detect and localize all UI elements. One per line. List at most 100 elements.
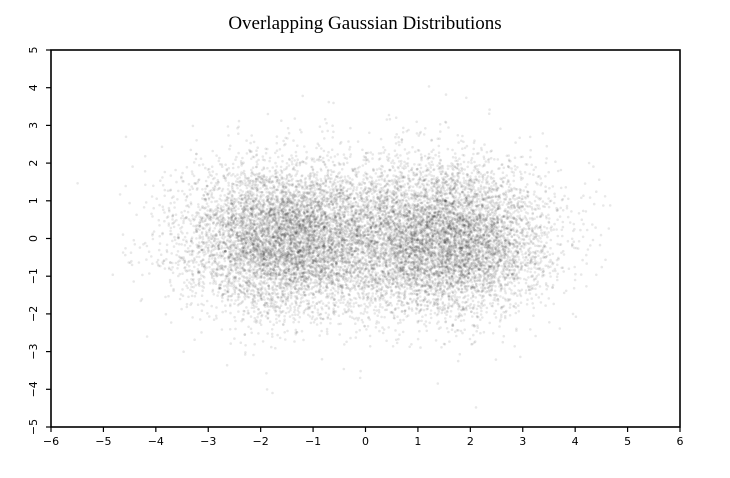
- scatter-point: [330, 295, 334, 298]
- scatter-point: [221, 213, 225, 216]
- scatter-point: [239, 341, 243, 345]
- scatter-point: [164, 295, 167, 299]
- scatter-point: [244, 256, 248, 260]
- scatter-point: [270, 345, 273, 349]
- scatter-point: [212, 248, 216, 251]
- scatter-point: [256, 287, 260, 291]
- scatter-point: [219, 251, 222, 255]
- scatter-point: [315, 173, 319, 177]
- scatter-point: [311, 168, 315, 172]
- scatter-point: [274, 304, 277, 307]
- scatter-point: [352, 302, 356, 305]
- scatter-point: [267, 202, 271, 205]
- scatter-point: [331, 255, 334, 259]
- scatter-point: [363, 287, 366, 290]
- scatter-point: [265, 388, 269, 391]
- scatter-point: [275, 165, 279, 168]
- scatter-point: [161, 183, 165, 187]
- scatter-point: [171, 266, 174, 269]
- scatter-point: [267, 221, 270, 225]
- scatter-point: [294, 214, 297, 217]
- scatter-point: [407, 275, 411, 278]
- scatter-point: [260, 314, 263, 318]
- scatter-point: [243, 179, 246, 182]
- scatter-point: [219, 287, 222, 290]
- scatter-point: [308, 263, 311, 267]
- scatter-point: [188, 281, 191, 284]
- scatter-point: [170, 196, 174, 200]
- scatter-point: [249, 208, 253, 211]
- scatter-point: [253, 260, 257, 264]
- scatter-point: [388, 281, 392, 284]
- scatter-point: [305, 265, 309, 268]
- scatter-point: [278, 286, 281, 289]
- scatter-point: [285, 231, 289, 235]
- scatter-point: [329, 169, 333, 172]
- scatter-point: [319, 223, 323, 226]
- scatter-point: [230, 234, 233, 237]
- scatter-point: [308, 315, 312, 318]
- scatter-point: [341, 223, 344, 227]
- scatter-point: [185, 165, 189, 169]
- scatter-point: [279, 260, 283, 263]
- scatter-point: [322, 239, 326, 243]
- scatter-point: [345, 268, 349, 271]
- scatter-point: [269, 255, 272, 258]
- scatter-point: [198, 234, 201, 237]
- scatter-point: [279, 242, 282, 246]
- scatter-point: [276, 195, 279, 198]
- scatter-point: [208, 255, 211, 258]
- scatter-point: [211, 177, 215, 181]
- scatter-point: [288, 173, 291, 176]
- scatter-point: [216, 268, 219, 272]
- scatter-point: [185, 204, 188, 208]
- scatter-point: [250, 134, 253, 137]
- scatter-point: [372, 218, 376, 221]
- scatter-point: [391, 345, 395, 348]
- scatter-point: [348, 193, 351, 197]
- scatter-point: [282, 194, 286, 197]
- scatter-point: [118, 193, 122, 196]
- scatter-point: [236, 173, 239, 176]
- scatter-point: [197, 203, 200, 206]
- scatter-point: [316, 311, 320, 314]
- scatter-point: [263, 263, 266, 266]
- scatter-point: [312, 321, 316, 324]
- scatter-point: [289, 306, 292, 310]
- scatter-point: [157, 218, 161, 222]
- scatter-point: [264, 147, 268, 151]
- scatter-point: [263, 251, 266, 255]
- scatter-point: [296, 268, 299, 272]
- scatter-point: [255, 277, 259, 280]
- scatter-point: [177, 274, 180, 278]
- scatter-point: [305, 156, 309, 159]
- scatter-point: [229, 235, 232, 238]
- scatter-point: [351, 239, 354, 243]
- scatter-point: [288, 238, 292, 242]
- scatter-point: [165, 243, 169, 247]
- scatter-point: [299, 293, 303, 297]
- scatter-point: [239, 160, 243, 163]
- scatter-point: [234, 279, 237, 283]
- scatter-point: [359, 236, 363, 239]
- scatter-point: [241, 238, 244, 241]
- scatter-point: [158, 234, 161, 238]
- scatter-point: [169, 201, 172, 205]
- scatter-point: [155, 197, 158, 200]
- scatter-point: [327, 307, 331, 311]
- scatter-point: [121, 251, 125, 254]
- scatter-point: [128, 201, 131, 205]
- scatter-point: [229, 144, 232, 148]
- scatter-point: [250, 195, 254, 198]
- scatter-point: [322, 149, 326, 153]
- scatter-point: [363, 310, 367, 313]
- scatter-point: [260, 210, 263, 213]
- scatter-point: [343, 194, 347, 198]
- scatter-point: [230, 184, 234, 188]
- scatter-point: [257, 158, 260, 162]
- scatter-point: [227, 226, 230, 229]
- scatter-point: [206, 233, 209, 237]
- scatter-point: [264, 178, 268, 181]
- scatter-point: [268, 186, 272, 190]
- scatter-point: [240, 252, 244, 255]
